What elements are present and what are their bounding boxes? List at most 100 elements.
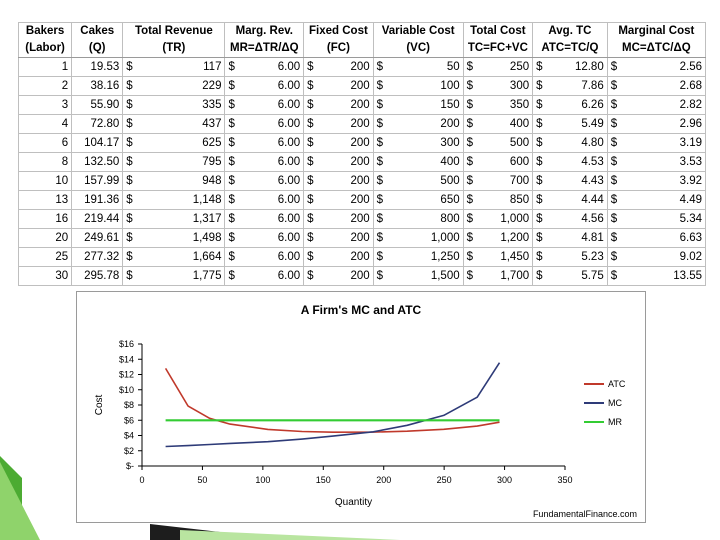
table-row: 13 191.36 $1,148 $6.00 $200 $650 $850 $4.44 $4.4… [17,190,706,210]
slide-decoration [0,456,400,540]
table-cell: 200 [320,114,374,134]
chart-panel: A Firm's MC and ATC 0 50 100 150 200 250 300 350… [76,291,646,523]
table-cell: 200 [320,190,374,210]
header-row-1: Bakers Cakes Total Revenue Marg. Rev. Fixed … [17,22,707,40]
table-row: 6 104.17 $625 $6.00 $200 $300 $500 $4.80 $3.19 [17,133,706,153]
currency-symbol: $ [372,57,390,77]
table-cell: 1,200 [479,228,534,248]
table-cell: 1,498 [139,228,226,248]
currency-symbol: $ [532,133,549,153]
table-cell: 6.00 [241,57,305,77]
currency-symbol: $ [303,266,320,286]
table-cell: 6.26 [548,95,608,115]
currency-symbol: $ [372,228,390,248]
currency-symbol: $ [224,190,242,210]
currency-symbol: $ [462,152,480,172]
y-tick-label: $14 [119,354,134,364]
column-subheader: TC=FC+VC [462,40,534,58]
currency-symbol: $ [532,57,549,77]
table-cell: 6.63 [623,228,706,248]
table-cell: 1,500 [389,266,464,286]
currency-symbol: $ [372,266,390,286]
currency-symbol: $ [122,247,140,267]
currency-symbol: $ [462,247,480,267]
table-cell: 277.32 [71,247,124,267]
column-header: Total Cost [462,22,534,40]
column-subheader: (Q) [71,40,124,58]
table-cell: 4.56 [548,209,608,229]
legend-label-mc: MC [608,398,622,408]
currency-symbol: $ [122,190,140,210]
column-subheader: (TR) [122,40,226,58]
currency-symbol: $ [372,133,390,153]
currency-symbol: $ [606,95,624,115]
table-cell: 200 [320,95,374,115]
table-cell: 10 [17,171,73,191]
table-cell: 700 [479,171,534,191]
currency-symbol: $ [606,171,624,191]
currency-symbol: $ [532,152,549,172]
table-row: 30 295.78 $1,775 $6.00 $200 $1,500 $1,700 $5.75… [17,266,706,286]
currency-symbol: $ [303,190,320,210]
table-cell: 400 [389,152,464,172]
table-cell: 16 [17,209,73,229]
column-header: Marg. Rev. [224,22,305,40]
currency-symbol: $ [462,57,480,77]
table-cell: 3 [17,95,73,115]
currency-symbol: $ [122,266,140,286]
table-body: 1 19.53 $117 $6.00 $200 $50 $250 $12.80 $2.56 2 38… [17,57,706,286]
table-cell: 600 [479,152,534,172]
mc-atc-chart: A Firm's MC and ATC 0 50 100 150 200 250 300 350… [94,303,637,519]
column-subheader: (FC) [303,40,374,58]
table-cell: 5.49 [548,114,608,134]
table-cell: 335 [139,95,226,115]
column-subheader: ATC=TC/Q [532,40,608,58]
currency-symbol: $ [372,152,390,172]
table-cell: 6.00 [241,266,305,286]
table-cell: 6.00 [241,209,305,229]
currency-symbol: $ [303,114,320,134]
currency-symbol: $ [303,228,320,248]
currency-symbol: $ [606,209,624,229]
currency-symbol: $ [224,76,242,96]
table-cell: 200 [320,266,374,286]
currency-symbol: $ [372,76,390,96]
table-cell: 104.17 [71,133,124,153]
table-row: 16 219.44 $1,317 $6.00 $200 $800 $1,000 $4.56 $5… [17,209,706,229]
x-tick-label: 50 [197,475,207,485]
table-cell: 8 [17,152,73,172]
chart-title: A Firm's MC and ATC [301,303,422,317]
table-cell: 1,148 [139,190,226,210]
currency-symbol: $ [224,266,242,286]
table-cell: 4.53 [548,152,608,172]
table-cell: 3.53 [623,152,706,172]
table-cell: 2 [17,76,73,96]
table-cell: 6.00 [241,95,305,115]
x-axis-label: Quantity [335,497,372,508]
deco-green-wedge-back [0,462,40,540]
currency-symbol: $ [462,133,480,153]
y-tick-label: $4 [124,431,134,441]
currency-symbol: $ [606,152,624,172]
column-subheader: (VC) [372,40,464,58]
table-cell: 4.80 [548,133,608,153]
table-cell: 4.43 [548,171,608,191]
series-line-mc [165,362,501,448]
table-cell: 7.86 [548,76,608,96]
currency-symbol: $ [532,247,549,267]
legend-label-atc: ATC [608,379,626,389]
y-tick-label: $16 [119,339,134,349]
table-cell: 4.49 [623,190,706,210]
y-tick-label: $8 [124,400,134,410]
table-cell: 2.82 [623,95,706,115]
table-cell: 2.68 [623,76,706,96]
currency-symbol: $ [224,247,242,267]
currency-symbol: $ [606,114,624,134]
currency-symbol: $ [606,133,624,153]
currency-symbol: $ [122,57,140,77]
series-line-atc [164,367,500,433]
legend-label-mr: MR [608,417,622,427]
table-cell: 6.00 [241,171,305,191]
table-cell: 4 [17,114,73,134]
y-tick-label: $12 [119,370,134,380]
